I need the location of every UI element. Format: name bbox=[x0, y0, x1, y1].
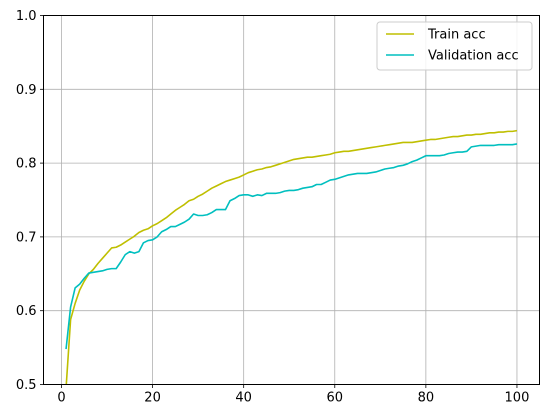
series-line-train-acc bbox=[65, 129, 518, 385]
series-lines bbox=[65, 129, 518, 385]
legend-label-validation-acc: Validation acc bbox=[428, 49, 519, 64]
grid-lines bbox=[43, 15, 540, 385]
legend-label-train-acc: Train acc bbox=[427, 28, 486, 43]
x-tick-label: 80 bbox=[418, 391, 435, 406]
y-tick-label: 1.0 bbox=[16, 9, 37, 24]
legend-box bbox=[376, 21, 533, 71]
y-tick-label: 0.9 bbox=[16, 83, 37, 98]
y-tick-label: 0.5 bbox=[16, 378, 37, 393]
legend: Train acc Validation acc bbox=[376, 21, 533, 71]
x-tick-label: 60 bbox=[326, 391, 343, 406]
axis-ticks: 0 20 40 60 80 100 0.5 0.6 0.7 0.8 0.9 1.0 bbox=[16, 9, 530, 406]
y-tick-label: 0.6 bbox=[16, 304, 37, 319]
x-tick-label: 20 bbox=[144, 391, 161, 406]
y-tick-label: 0.7 bbox=[16, 230, 37, 245]
x-tick-label: 0 bbox=[57, 391, 65, 406]
x-tick-label: 100 bbox=[505, 391, 530, 406]
y-tick-label: 0.8 bbox=[16, 157, 37, 172]
plot-frame bbox=[43, 15, 540, 385]
x-tick-label: 40 bbox=[235, 391, 252, 406]
series-line-validation-acc bbox=[65, 143, 518, 350]
